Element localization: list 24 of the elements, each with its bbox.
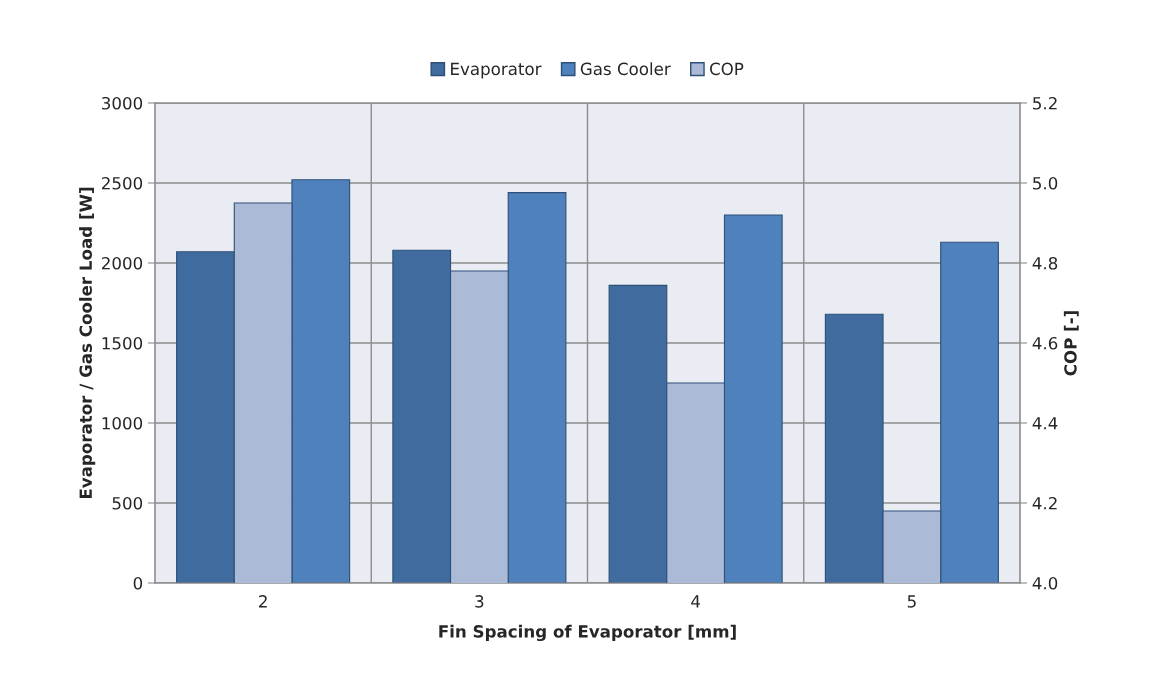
y-tick-label: 3000 [102, 96, 143, 110]
y-tick-label: 1500 [102, 336, 143, 350]
y2-tick-label: 5.0 [1033, 176, 1058, 190]
x-tick-label: 4 [691, 595, 700, 608]
x-axis-title: Fin Spacing of Evaporator [mm] [439, 624, 736, 642]
legend-label: COP [709, 62, 744, 76]
y-tick-label: 1000 [102, 416, 143, 430]
y-tick-label: 2500 [102, 176, 143, 190]
y2-tick-label: 4.2 [1032, 496, 1057, 510]
y2-axis-title: COP [-] [1063, 311, 1079, 376]
x-tick-label: 2 [259, 595, 267, 608]
legend-label: Evaporator [451, 62, 542, 79]
y-tick-label: 0 [133, 576, 143, 590]
y-tick-label: 500 [112, 496, 143, 510]
y2-tick-label: 5.2 [1033, 96, 1057, 110]
x-tick-label: 3 [475, 595, 484, 608]
y2-tick-label: 4.6 [1032, 336, 1058, 350]
y2-tick-label: 4.4 [1032, 417, 1058, 430]
legend-label: Gas Cooler [580, 62, 671, 76]
y2-tick-label: 4.0 [1032, 576, 1058, 590]
x-tick-label: 5 [907, 595, 916, 608]
y2-tick-label: 4.8 [1032, 256, 1058, 270]
y-tick-label: 2000 [102, 256, 143, 270]
y-axis-title: Evaporator / Gas Cooler Load [W] [79, 187, 96, 499]
